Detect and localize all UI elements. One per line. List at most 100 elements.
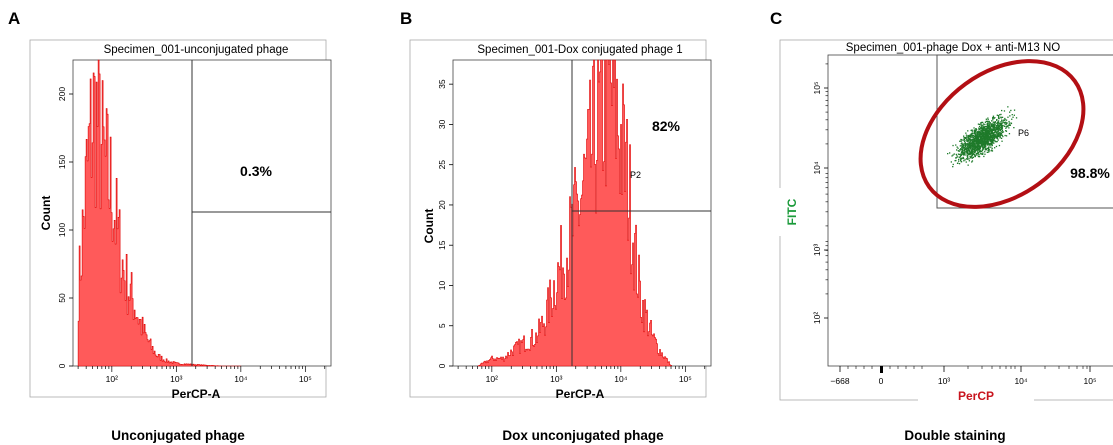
scatter-point: [955, 159, 957, 162]
y-axis-ticks-a: 0 50 100 150 200: [57, 87, 73, 368]
y-tick-label: 15: [437, 240, 447, 250]
scatter-point: [970, 146, 972, 148]
scatter-point: [982, 131, 984, 133]
scatter-point: [978, 154, 980, 156]
scatter-point: [960, 140, 962, 142]
scatter-point: [980, 138, 982, 140]
scatter-point: [1003, 119, 1006, 121]
scatter-point: [1004, 123, 1006, 125]
scatter-point: [987, 142, 989, 145]
scatter-point: [964, 153, 966, 155]
panel-c: C Specimen_001-phage Dox + anti-M13 NO P…: [770, 9, 1113, 443]
scatter-point: [994, 137, 996, 140]
scatter-point: [988, 139, 991, 141]
scatter-point: [980, 135, 982, 138]
scatter-point: [995, 126, 997, 128]
scatter-point: [978, 147, 980, 149]
scatter-point: [990, 124, 993, 126]
scatter-point: [993, 136, 995, 138]
scatter-point: [989, 135, 991, 137]
scatter-point: [963, 153, 965, 155]
scatter-point: [973, 154, 976, 156]
scatter-point: [989, 127, 991, 129]
scatter-point: [975, 132, 977, 134]
scatter-point: [988, 151, 990, 153]
scatter-point: [977, 141, 979, 143]
scatter-point: [983, 139, 985, 141]
scatter-point: [981, 128, 983, 130]
scatter-point: [967, 158, 969, 160]
scatter-point: [971, 154, 973, 157]
scatter-point: [984, 130, 986, 132]
scatter-point: [970, 135, 972, 137]
scatter-point: [1006, 122, 1008, 124]
scatter-point: [969, 151, 972, 153]
scatter-point: [987, 138, 990, 140]
y-tick-label: 30: [437, 119, 447, 129]
scatter-point: [986, 131, 988, 134]
scatter-point: [961, 153, 963, 156]
scatter-point: [988, 136, 990, 138]
scatter-point: [986, 132, 989, 134]
scatter-point: [969, 156, 971, 158]
scatter-point: [999, 133, 1001, 135]
gate-label-c: P6: [1018, 128, 1029, 138]
scatter-point: [985, 147, 987, 149]
scatter-point: [986, 124, 988, 126]
scatter-point: [986, 138, 988, 140]
scatter-point: [962, 147, 964, 149]
scatter-point: [999, 124, 1001, 126]
y-tick-label: 0: [437, 363, 447, 368]
scatter-point: [966, 137, 968, 139]
scatter-point: [971, 130, 973, 132]
scatter-point: [973, 132, 975, 135]
scatter-point: [981, 149, 983, 151]
scatter-point: [973, 139, 975, 141]
gate-rectangle-c: [936, 54, 1113, 209]
scatter-point: [980, 134, 983, 136]
scatter-point: [979, 147, 981, 149]
scatter-point: [994, 135, 996, 137]
scatter-point: [995, 131, 997, 133]
scatter-point: [972, 136, 975, 139]
scatter-point: [1008, 133, 1011, 135]
scatter-point: [988, 147, 990, 150]
scatter-point: [993, 140, 995, 142]
scatter-point: [972, 132, 974, 134]
scatter-point: [1000, 121, 1002, 123]
y-axis-title-b: Count: [422, 209, 436, 244]
scatter-point: [986, 147, 988, 149]
y-tick-label: 35: [437, 79, 447, 89]
scatter-point: [977, 133, 979, 135]
scatter-point: [980, 132, 982, 134]
scatter-point: [952, 144, 954, 147]
panel-b: B Specimen_001-Dox conjugated phage 1 82…: [400, 9, 712, 443]
scatter-point: [990, 128, 992, 130]
scatter-point: [980, 146, 982, 148]
scatter-point: [969, 139, 971, 141]
scatter-point: [974, 137, 976, 139]
scatter-point: [996, 133, 999, 135]
y-axis-ticks-b: 0 5 10 15 20 25 30 35: [437, 79, 453, 368]
scatter-point: [992, 128, 995, 130]
scatter-point: [981, 121, 983, 124]
scatter-point: [953, 153, 955, 155]
scatter-point: [991, 150, 994, 152]
scatter-point: [984, 123, 986, 126]
scatter-point: [986, 122, 989, 124]
scatter-point: [998, 125, 1000, 127]
scatter-point: [957, 150, 959, 152]
scatter-point: [972, 152, 974, 154]
scatter-point: [960, 149, 962, 151]
x-tick-label: 10⁵: [1084, 376, 1097, 386]
scatter-point: [978, 125, 981, 128]
scatter-point: [978, 133, 980, 136]
scatter-point: [1004, 117, 1006, 120]
scatter-point: [984, 147, 986, 149]
scatter-point: [973, 141, 975, 143]
scatter-point: [992, 137, 994, 139]
scatter-point: [969, 134, 971, 136]
scatter-point: [966, 153, 968, 155]
scatter-point: [971, 161, 973, 163]
scatter-point: [997, 126, 999, 129]
